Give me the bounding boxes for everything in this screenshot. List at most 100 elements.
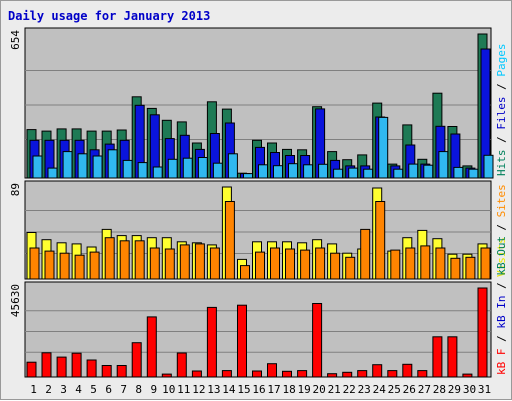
bar-kb-f-day-15 bbox=[237, 304, 247, 378]
bar-kb-f-day-21 bbox=[327, 373, 338, 378]
legend-entry: / bbox=[495, 276, 508, 296]
bar-sites-day-19 bbox=[300, 249, 311, 280]
bar-pages-day-27 bbox=[423, 164, 434, 179]
bar-pages-day-1 bbox=[32, 155, 43, 179]
bar-pages-day-21 bbox=[333, 168, 344, 179]
bar-kb-f-day-27 bbox=[417, 370, 428, 378]
legend-entry: Hits bbox=[495, 150, 508, 177]
bar-pages-day-14 bbox=[227, 153, 238, 179]
bar-kb-f-day-2 bbox=[41, 352, 52, 378]
legend-entry: Files bbox=[495, 97, 508, 130]
bar-sites-day-15 bbox=[240, 265, 250, 280]
bar-pages-day-7 bbox=[122, 159, 133, 179]
bar-pages-day-10 bbox=[167, 158, 178, 179]
panel-kbytes: 45630 kB F / kB In / kB Out bbox=[9, 236, 508, 378]
bar-sites-day-5 bbox=[89, 251, 100, 280]
bar-pages-day-5 bbox=[92, 155, 103, 179]
x-tick-label: 30 bbox=[463, 383, 476, 396]
bar-kb-f-day-16 bbox=[252, 370, 262, 378]
bar-pages-day-31 bbox=[483, 154, 494, 179]
legend-entry: / bbox=[495, 217, 508, 237]
x-tick-label: 5 bbox=[90, 383, 97, 396]
x-tick-label: 11 bbox=[177, 383, 190, 396]
bar-kb-f-day-5 bbox=[86, 359, 97, 378]
bar-kb-f-day-7 bbox=[116, 365, 127, 378]
bar-sites-day-30 bbox=[465, 256, 476, 280]
bar-sites-day-23 bbox=[360, 228, 371, 280]
bar-pages-day-24 bbox=[378, 116, 389, 179]
legend-entry: / bbox=[495, 77, 508, 97]
panel-visits: 89 Visits / Sites bbox=[9, 180, 508, 280]
x-tick-label: 19 bbox=[297, 383, 310, 396]
x-tick-label: 16 bbox=[252, 383, 265, 396]
x-tick-label: 7 bbox=[120, 383, 127, 396]
bar-sites-day-18 bbox=[285, 248, 295, 280]
bar-pages-day-9 bbox=[152, 166, 163, 179]
bar-sites-day-31 bbox=[480, 247, 491, 280]
x-tick-label: 17 bbox=[267, 383, 280, 396]
bar-sites-day-22 bbox=[345, 256, 356, 280]
bar-kb-f-day-11 bbox=[176, 352, 187, 378]
x-tick-label: 27 bbox=[418, 383, 431, 396]
bar-sites-day-2 bbox=[44, 250, 55, 280]
bar-kb-f-day-20 bbox=[312, 303, 323, 378]
bar-pages-day-19 bbox=[303, 164, 314, 179]
bar-pages-day-23 bbox=[363, 168, 374, 179]
bar-pages-day-20 bbox=[318, 163, 329, 179]
bar-sites-day-12 bbox=[194, 243, 205, 280]
legend-entry: kB F bbox=[495, 349, 508, 376]
bar-sites-day-9 bbox=[149, 247, 160, 280]
panel-visits-legend: Visits / Sites bbox=[495, 184, 508, 277]
bar-kb-f-day-18 bbox=[282, 370, 292, 378]
bar-kb-f-day-19 bbox=[297, 370, 308, 378]
legend-entry: Pages bbox=[495, 44, 508, 77]
x-tick-label: 24 bbox=[373, 383, 387, 396]
bar-pages-day-2 bbox=[47, 167, 58, 179]
legend-entry: Sites bbox=[495, 184, 508, 217]
bar-pages-day-3 bbox=[62, 151, 73, 179]
x-tick-label: 14 bbox=[222, 383, 236, 396]
x-tick-label: 6 bbox=[105, 383, 112, 396]
x-tick-label: 18 bbox=[282, 383, 295, 396]
bar-pages-day-11 bbox=[182, 157, 193, 179]
bar-sites-day-8 bbox=[134, 240, 145, 280]
bar-kb-f-day-17 bbox=[267, 363, 277, 378]
bar-sites-day-29 bbox=[450, 257, 461, 280]
bar-kb-f-day-28 bbox=[432, 336, 443, 378]
bar-kb-f-day-14 bbox=[221, 370, 232, 378]
legend-entry: kB In bbox=[495, 296, 508, 329]
bar-sites-day-14 bbox=[224, 201, 235, 280]
bar-pages-day-17 bbox=[273, 165, 283, 179]
bar-kb-f-day-29 bbox=[447, 336, 458, 378]
x-tick-label: 22 bbox=[343, 383, 356, 396]
bar-pages-day-4 bbox=[77, 153, 88, 179]
bar-sites-day-11 bbox=[179, 244, 190, 280]
bar-pages-day-22 bbox=[348, 167, 359, 179]
bar-pages-day-29 bbox=[453, 166, 464, 179]
bar-pages-day-26 bbox=[408, 163, 419, 179]
bar-kb-f-day-13 bbox=[206, 306, 217, 378]
x-tick-label: 15 bbox=[237, 383, 250, 396]
bar-pages-day-13 bbox=[212, 162, 223, 179]
bar-kb-f-day-3 bbox=[56, 356, 67, 378]
panel-kbytes-plot-area bbox=[24, 281, 492, 378]
bar-sites-day-20 bbox=[315, 247, 326, 280]
chart-title: Daily usage for January 2013 bbox=[8, 9, 210, 23]
x-tick-label: 28 bbox=[433, 383, 446, 396]
bar-kb-f-day-10 bbox=[161, 373, 172, 378]
bar-sites-day-27 bbox=[420, 245, 431, 280]
bar-kb-f-day-26 bbox=[402, 363, 413, 378]
bar-sites-day-26 bbox=[405, 247, 416, 280]
bar-sites-day-28 bbox=[435, 247, 446, 280]
legend-entry: / bbox=[495, 130, 508, 150]
x-tick-label: 1 bbox=[30, 383, 37, 396]
bar-sites-day-1 bbox=[29, 247, 40, 280]
bar-kb-f-day-12 bbox=[191, 370, 202, 378]
bar-pages-day-15 bbox=[243, 173, 253, 179]
bar-kb-f-day-23 bbox=[357, 370, 368, 378]
bar-kb-f-day-31 bbox=[477, 287, 488, 378]
bar-pages-day-16 bbox=[258, 164, 268, 179]
bar-sites-day-6 bbox=[104, 237, 115, 280]
x-tick-label: 29 bbox=[448, 383, 461, 396]
